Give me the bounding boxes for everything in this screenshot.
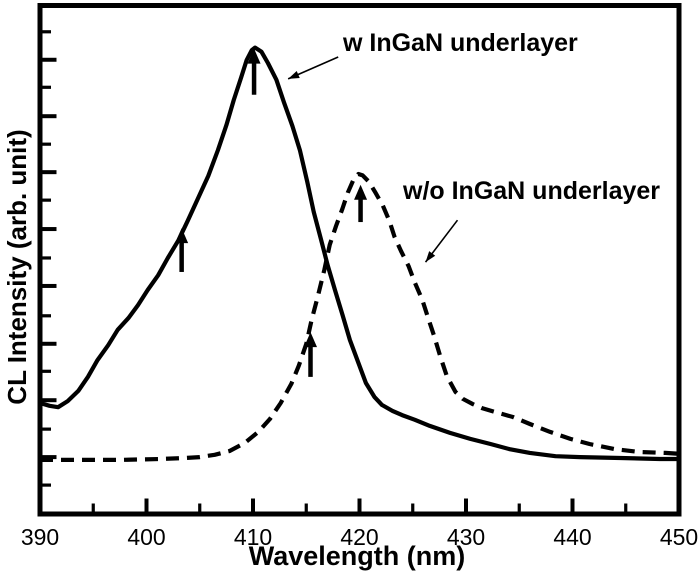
- x-tick-label: 440: [553, 524, 591, 550]
- x-tick-label: 410: [234, 524, 272, 550]
- peak-arrow-head: [175, 228, 189, 244]
- peak-arrow-head: [354, 184, 368, 200]
- y-axis-title: CL Intensity (arb. unit): [2, 129, 32, 405]
- series-line-without-underlayer: [40, 171, 680, 462]
- x-axis-title: Wavelength (nm): [248, 541, 466, 571]
- x-tick-label: 430: [447, 524, 485, 550]
- label-pointer-arrow-head: [288, 70, 300, 79]
- peak-arrow-head: [304, 332, 318, 348]
- x-tick-label: 390: [21, 524, 59, 550]
- x-tick-label: 450: [660, 524, 698, 550]
- annotation-with-underlayer: w InGaN underlayer: [343, 29, 578, 57]
- x-tick-label: 400: [127, 524, 165, 550]
- annotation-without-underlayer: w/o InGaN underlayer: [403, 177, 661, 205]
- peak-arrow-head: [247, 48, 261, 64]
- x-tick-label: 420: [340, 524, 378, 550]
- plot-frame: [37, 3, 682, 517]
- label-pointer-arrow-head: [425, 251, 436, 263]
- series-line-with-underlayer: [39, 45, 679, 462]
